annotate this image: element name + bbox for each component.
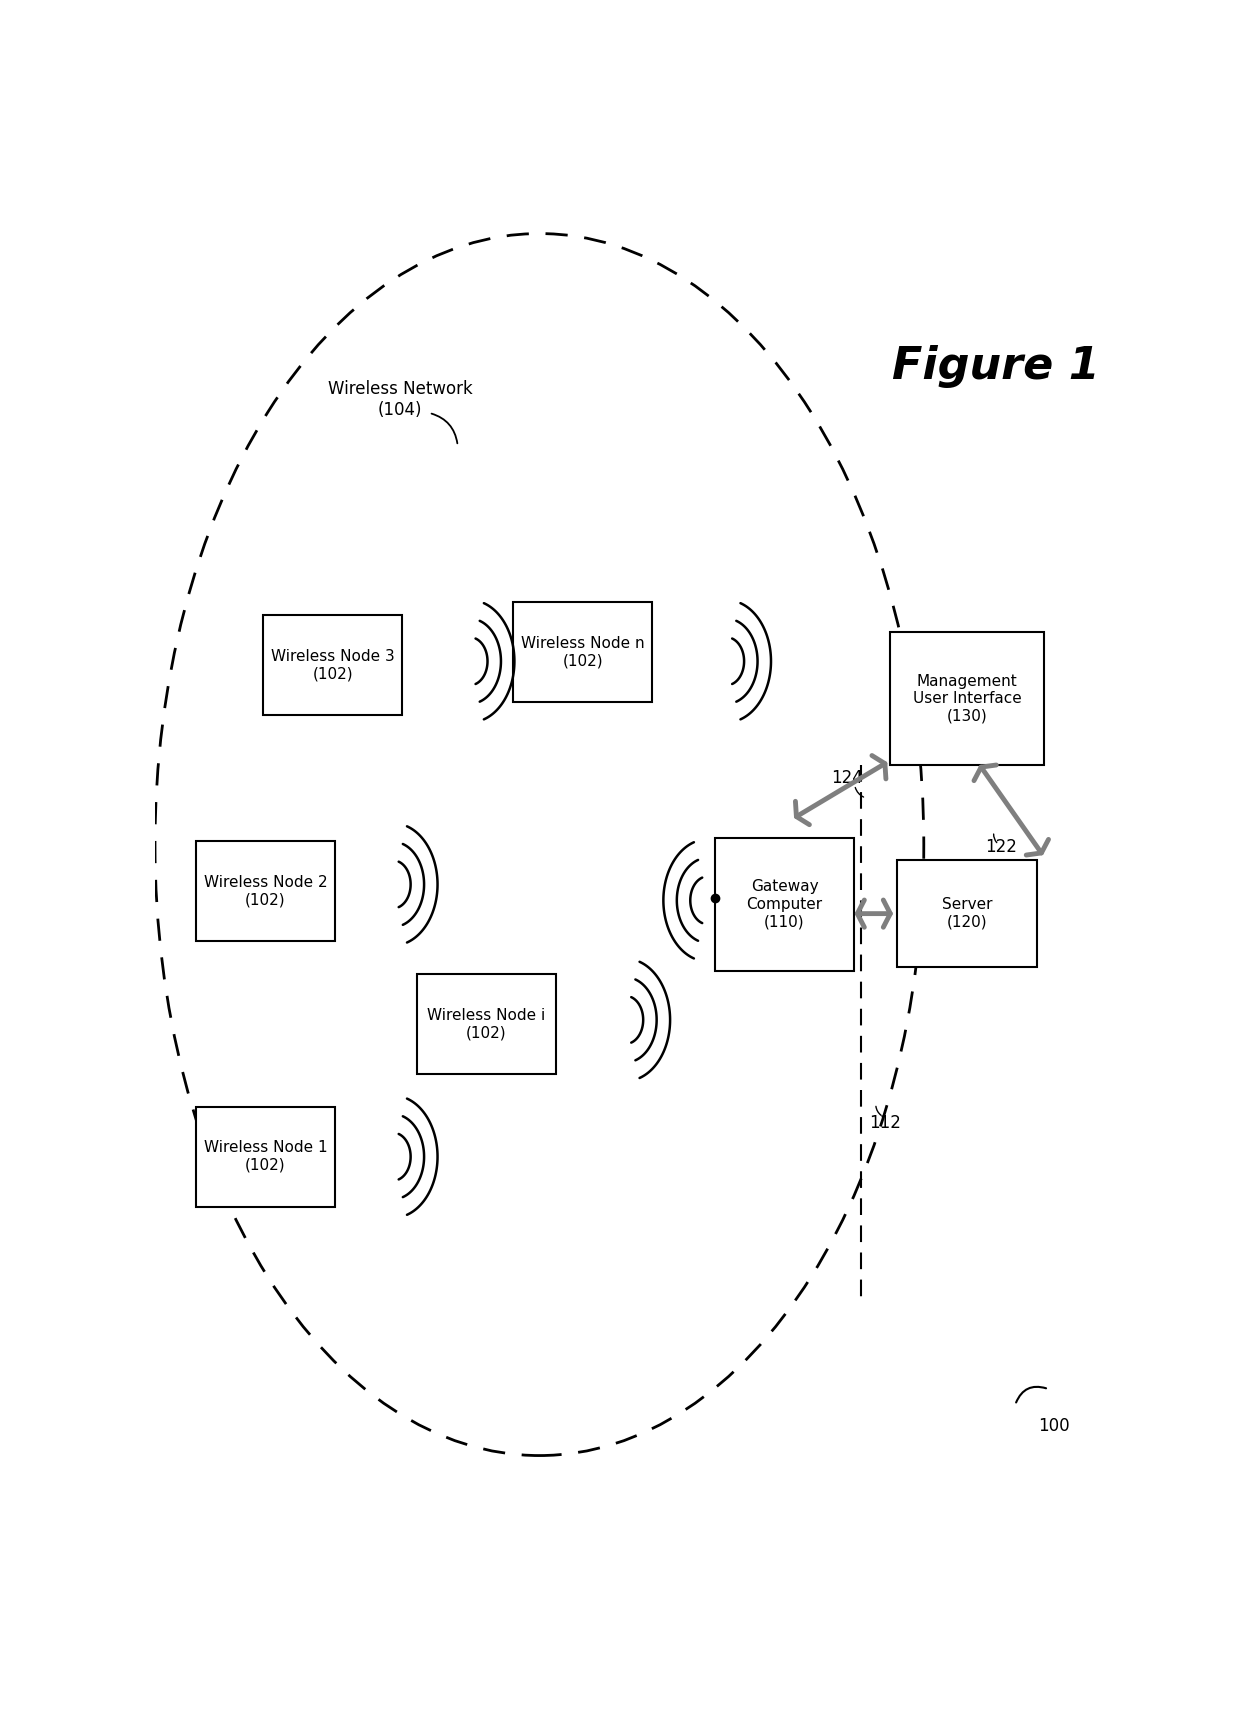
Text: Wireless Node 2
(102): Wireless Node 2 (102) [203, 875, 327, 907]
Bar [513, 602, 652, 702]
Text: Wireless Node 1
(102): Wireless Node 1 (102) [203, 1140, 327, 1173]
Bar [263, 616, 403, 716]
Text: Figure 1: Figure 1 [892, 345, 1100, 388]
Bar [890, 631, 1044, 764]
Bar [196, 842, 335, 940]
Text: 112: 112 [869, 1114, 901, 1133]
Bar [898, 861, 1037, 966]
Text: 124: 124 [831, 769, 863, 787]
Text: 122: 122 [985, 838, 1017, 856]
Text: Wireless Network
(104): Wireless Network (104) [327, 380, 472, 419]
Text: Wireless Node n
(102): Wireless Node n (102) [521, 637, 645, 668]
Text: Gateway
Computer
(110): Gateway Computer (110) [746, 880, 822, 930]
Bar [417, 975, 557, 1073]
Text: Wireless Node i
(102): Wireless Node i (102) [428, 1007, 546, 1040]
Text: 100: 100 [1038, 1418, 1069, 1435]
Bar [714, 838, 854, 971]
Bar [196, 1107, 335, 1206]
Text: Wireless Node 3
(102): Wireless Node 3 (102) [270, 649, 394, 681]
Text: Server
(120): Server (120) [942, 897, 992, 930]
Text: Management
User Interface
(130): Management User Interface (130) [913, 673, 1022, 723]
